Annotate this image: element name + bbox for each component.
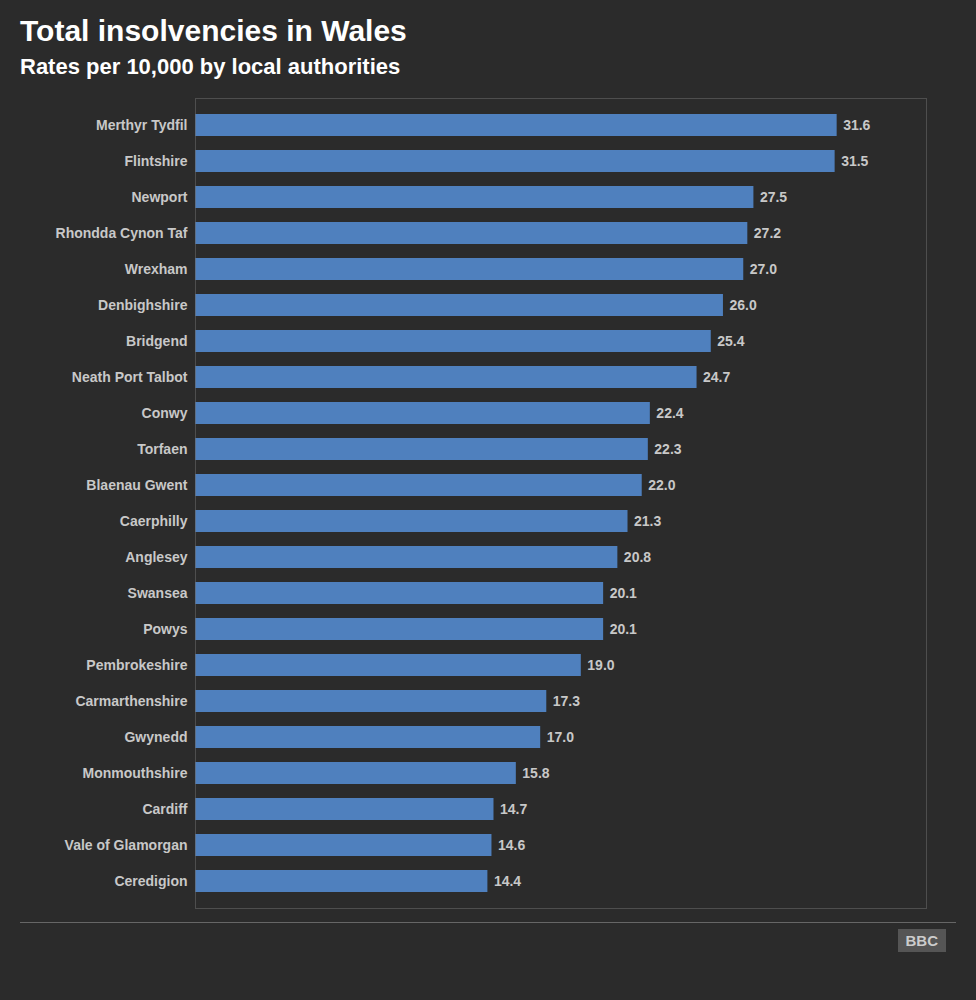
svg-text:22.0: 22.0 — [648, 477, 675, 493]
svg-text:22.4: 22.4 — [656, 405, 683, 421]
svg-text:14.4: 14.4 — [494, 873, 521, 889]
svg-text:17.3: 17.3 — [553, 693, 580, 709]
svg-text:Ceredigion: Ceredigion — [114, 873, 187, 889]
svg-text:17.0: 17.0 — [547, 729, 574, 745]
svg-text:22.3: 22.3 — [654, 441, 681, 457]
svg-text:25.4: 25.4 — [717, 333, 744, 349]
svg-text:Anglesey: Anglesey — [125, 549, 187, 565]
svg-text:Powys: Powys — [143, 621, 188, 637]
svg-text:Pembrokeshire: Pembrokeshire — [86, 657, 187, 673]
svg-text:20.1: 20.1 — [610, 621, 637, 637]
svg-text:Merthyr Tydfil: Merthyr Tydfil — [96, 117, 188, 133]
svg-text:Vale of Glamorgan: Vale of Glamorgan — [65, 837, 188, 853]
svg-text:14.7: 14.7 — [500, 801, 527, 817]
svg-text:21.3: 21.3 — [634, 513, 661, 529]
svg-text:27.2: 27.2 — [754, 225, 781, 241]
svg-text:Blaenau Gwent: Blaenau Gwent — [86, 477, 187, 493]
html-text:BBC: BBC — [905, 932, 938, 949]
html-text:Total insolvencies in Wales: Total insolvencies in Wales — [20, 14, 407, 47]
svg-text:Rhondda Cynon Taf: Rhondda Cynon Taf — [56, 225, 188, 241]
svg-text:Flintshire: Flintshire — [124, 153, 187, 169]
svg-text:Swansea: Swansea — [128, 585, 188, 601]
svg-text:Carmarthenshire: Carmarthenshire — [75, 693, 187, 709]
svg-text:26.0: 26.0 — [729, 297, 756, 313]
svg-text:20.8: 20.8 — [624, 549, 651, 565]
svg-text:24.7: 24.7 — [703, 369, 730, 385]
svg-text:27.5: 27.5 — [760, 189, 787, 205]
svg-text:Neath Port Talbot: Neath Port Talbot — [72, 369, 188, 385]
svg-text:Gwynedd: Gwynedd — [124, 729, 187, 745]
html-text:Rates per 10,000 by local auth: Rates per 10,000 by local authorities — [20, 54, 401, 79]
svg-text:Denbighshire: Denbighshire — [98, 297, 188, 313]
svg-text:Cardiff: Cardiff — [142, 801, 187, 817]
svg-text:Newport: Newport — [132, 189, 188, 205]
svg-text:27.0: 27.0 — [750, 261, 777, 277]
svg-text:Caerphilly: Caerphilly — [120, 513, 188, 529]
svg-text:Bridgend: Bridgend — [126, 333, 187, 349]
svg-text:31.5: 31.5 — [841, 153, 868, 169]
svg-text:19.0: 19.0 — [587, 657, 614, 673]
svg-text:Conwy: Conwy — [142, 405, 188, 421]
svg-text:Wrexham: Wrexham — [125, 261, 188, 277]
svg-text:Monmouthshire: Monmouthshire — [83, 765, 188, 781]
svg-text:20.1: 20.1 — [610, 585, 637, 601]
svg-text:15.8: 15.8 — [522, 765, 549, 781]
svg-text:Torfaen: Torfaen — [137, 441, 187, 457]
svg-text:14.6: 14.6 — [498, 837, 525, 853]
svg-text:31.6: 31.6 — [843, 117, 870, 133]
